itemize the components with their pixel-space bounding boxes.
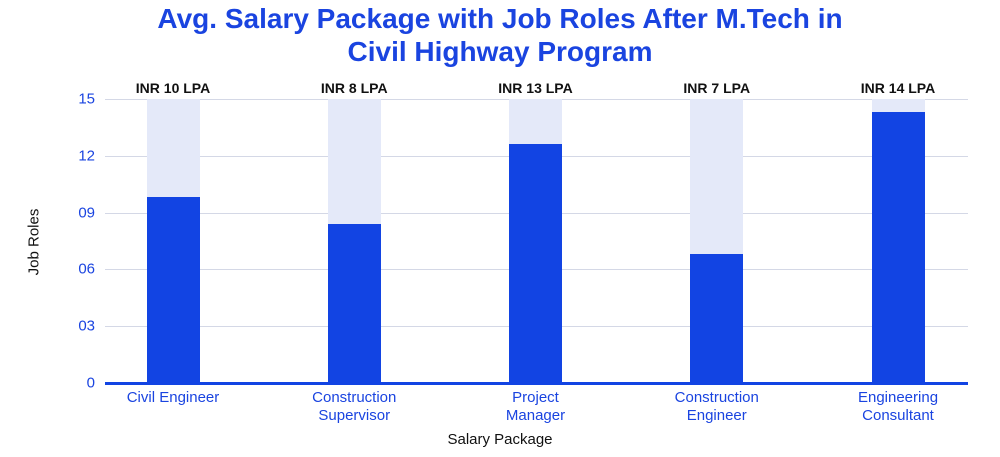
y-tick-label: 0 (86, 374, 95, 392)
value-label: INR 10 LPA (135, 80, 211, 96)
x-tick-label: Construction Supervisor (312, 389, 397, 424)
value-label: INR 13 LPA (498, 80, 573, 96)
y-tick-label: 09 (78, 204, 95, 222)
bar (871, 112, 925, 383)
x-tick-label: Project Manager (505, 389, 566, 424)
x-tick-label: Construction Engineer (674, 389, 759, 424)
bar (327, 223, 381, 383)
y-tick-label: 15 (78, 90, 95, 108)
x-tick-label: Engineering Consultant (857, 389, 939, 424)
x-axis-line (105, 382, 968, 385)
y-tick-label: 12 (78, 147, 95, 165)
value-label: INR 14 LPA (860, 80, 936, 96)
y-axis-label: Job Roles (25, 208, 43, 276)
y-tick-label: 06 (78, 260, 95, 278)
value-label: INR 7 LPA (683, 80, 751, 96)
x-tick-label: Civil Engineer (126, 389, 220, 406)
bar (146, 197, 200, 383)
bar (509, 144, 562, 383)
bar (690, 254, 744, 383)
y-tick-label: 03 (78, 317, 95, 335)
value-label: INR 8 LPA (320, 80, 388, 96)
x-axis-label: Salary Package (447, 431, 553, 448)
chart-title: Avg. Salary Package with Job Roles After… (157, 3, 843, 67)
